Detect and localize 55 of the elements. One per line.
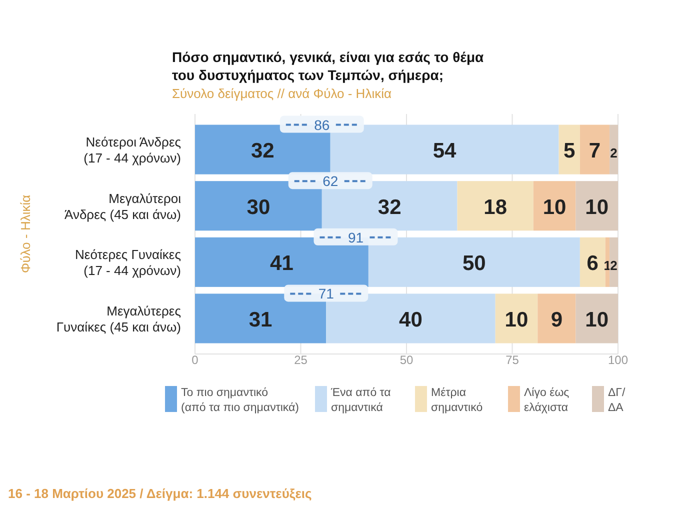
y-tick-label: Μεγαλύτεροι Άνδρες (45 και άνω) (64, 190, 182, 222)
data-label: 50 (462, 252, 486, 276)
bar (576, 181, 618, 231)
data-label: 31 (248, 308, 273, 332)
bar (610, 237, 618, 287)
data-label: 6 (586, 252, 598, 276)
bar (610, 124, 618, 174)
bar (538, 294, 576, 344)
legend-label: ΔΓ/ ΔΑ (608, 387, 626, 414)
data-label: 40 (399, 308, 422, 332)
legend-label: Ένα από τα σημαντικά (330, 387, 392, 414)
x-tick-label: 100 (608, 353, 628, 367)
data-label: 7 (588, 140, 601, 163)
data-label: 2 (610, 258, 618, 274)
data-label: 41 (270, 252, 294, 276)
bar (580, 124, 610, 174)
x-tick-label: 50 (400, 353, 414, 367)
chart-title: Πόσο σημαντικό, γενικά, είναι για εσάς το θέμα του δυστυχήματος των Τεμπών, σήμερα; (172, 49, 484, 83)
bar (576, 294, 618, 344)
x-tick-label: 0 (192, 353, 199, 367)
data-label: 1 (604, 258, 612, 274)
y-tick-label: Μεγαλύτερες Γυναίκες (45 και άνω) (56, 303, 181, 334)
annotation: 91 (348, 229, 364, 246)
data-label: 9 (550, 308, 563, 332)
bar (368, 237, 580, 287)
bar (580, 237, 606, 287)
annotation: 71 (318, 286, 334, 302)
y-axis-title: Φύλο - Ηλικία (18, 194, 33, 274)
data-label: 5 (564, 140, 576, 163)
data-label: 10 (585, 308, 609, 332)
bar (195, 181, 322, 231)
data-label: 10 (504, 308, 528, 332)
x-tick-label: 75 (506, 353, 520, 367)
data-label: 32 (378, 196, 402, 219)
legend-label: Το πιο σημαντικό (από τα πιο σημαντικά) (181, 387, 300, 414)
chart-subtitle: Σύνολο δείγματος // ανά Φύλο - Ηλικία (172, 86, 392, 101)
y-tick-label: Νεότερες Γυναίκες (17 - 44 χρόνων) (75, 247, 181, 278)
annotation: 86 (314, 116, 330, 133)
data-label: 2 (610, 146, 618, 161)
data-label: 54 (432, 140, 457, 163)
bar (330, 124, 559, 174)
data-label: 30 (246, 196, 270, 219)
annotation: 62 (322, 173, 338, 190)
data-label: 10 (585, 196, 609, 219)
legend-label: Μέτρια σημαντικό (431, 387, 483, 414)
bar (457, 181, 534, 231)
data-label: 32 (251, 140, 274, 163)
bar (495, 294, 538, 344)
data-label: 18 (484, 196, 508, 219)
y-tick-label: Νεότεροι Άνδρες (17 - 44 χρόνων) (84, 134, 181, 166)
data-label: 10 (542, 196, 566, 219)
x-tick-label: 25 (294, 353, 308, 367)
text: 16 - 18 Μαρτίου 2025 / Δείγμα: 1.144 συνεντεύξεις (8, 486, 312, 501)
bar (533, 181, 576, 231)
legend-label: Λίγο έως ελάχιστα (524, 387, 570, 414)
